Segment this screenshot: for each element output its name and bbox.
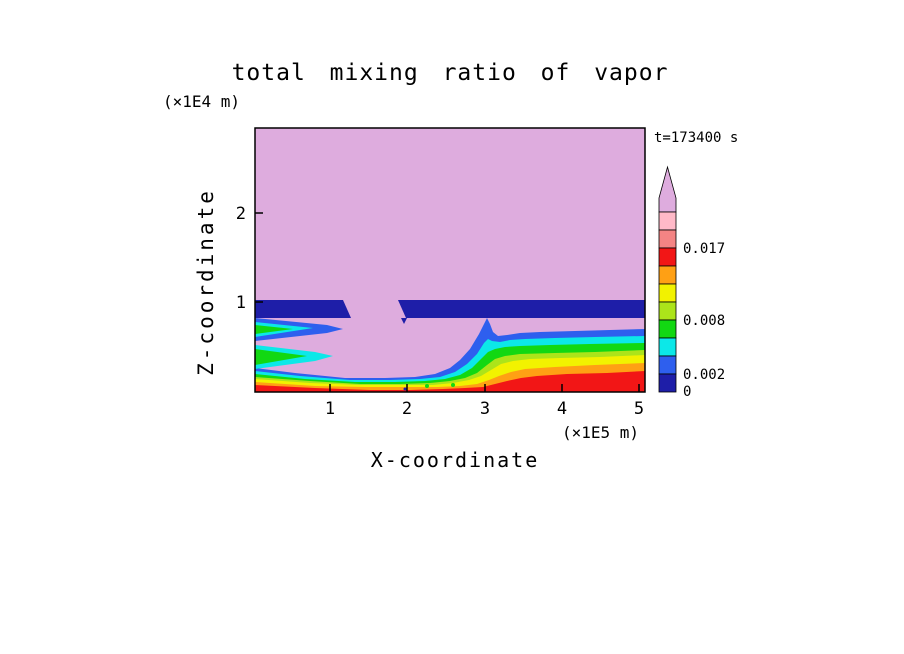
colorbar-swatch-salmon (658, 229, 677, 249)
y-tick-label: 2 (235, 204, 246, 224)
colorbar-swatch-red (658, 247, 677, 267)
contour-band-gap (343, 300, 406, 318)
contour-wisp-green (255, 325, 293, 334)
contour-speckle (425, 384, 429, 388)
colorbar-swatch-blue (658, 355, 677, 375)
plot-title: total mixing ratio of vapor (231, 60, 669, 86)
legend-label: 0.017 (683, 241, 726, 257)
x-tick-label: 2 (401, 399, 413, 419)
y-tick-label: 1 (235, 293, 246, 313)
time-annotation: t=173400 s (654, 130, 739, 146)
colorbar-swatch-navy (658, 373, 677, 393)
colorbar-swatch-cyan (658, 337, 677, 357)
contour-band-spike (401, 318, 407, 324)
colorbar-swatch-orange (658, 265, 677, 285)
x-axis-label: X-coordinate (370, 448, 540, 472)
contour-speckle (403, 387, 407, 391)
legend-label: 0 (683, 384, 692, 400)
x-tick-label: 1 (324, 399, 336, 419)
axis-ticks (255, 212, 640, 392)
colorbar-swatch-greenyellow (658, 301, 677, 321)
contour-speckle (451, 383, 455, 387)
contour-region-red (255, 371, 645, 392)
x-tick-label: 4 (556, 399, 568, 419)
colorbar (658, 165, 677, 393)
x-tick-label: 3 (479, 399, 491, 419)
contour-wisp2-green (255, 349, 307, 365)
y-axis-unit: (×1E4 m) (163, 92, 241, 111)
colorbar-swatch-yellow (658, 283, 677, 303)
colorbar-overflow-arrow (658, 165, 677, 213)
contour-region-navy-band (255, 300, 645, 318)
legend-label: 0.008 (683, 313, 726, 329)
legend-label: 0.002 (683, 367, 726, 383)
colorbar-swatch-green (658, 319, 677, 339)
x-tick-label: 5 (633, 399, 645, 419)
colorbar-swatch-pink (658, 211, 677, 231)
plot-frame (254, 127, 646, 393)
x-axis-unit: (×1E5 m) (562, 423, 640, 442)
